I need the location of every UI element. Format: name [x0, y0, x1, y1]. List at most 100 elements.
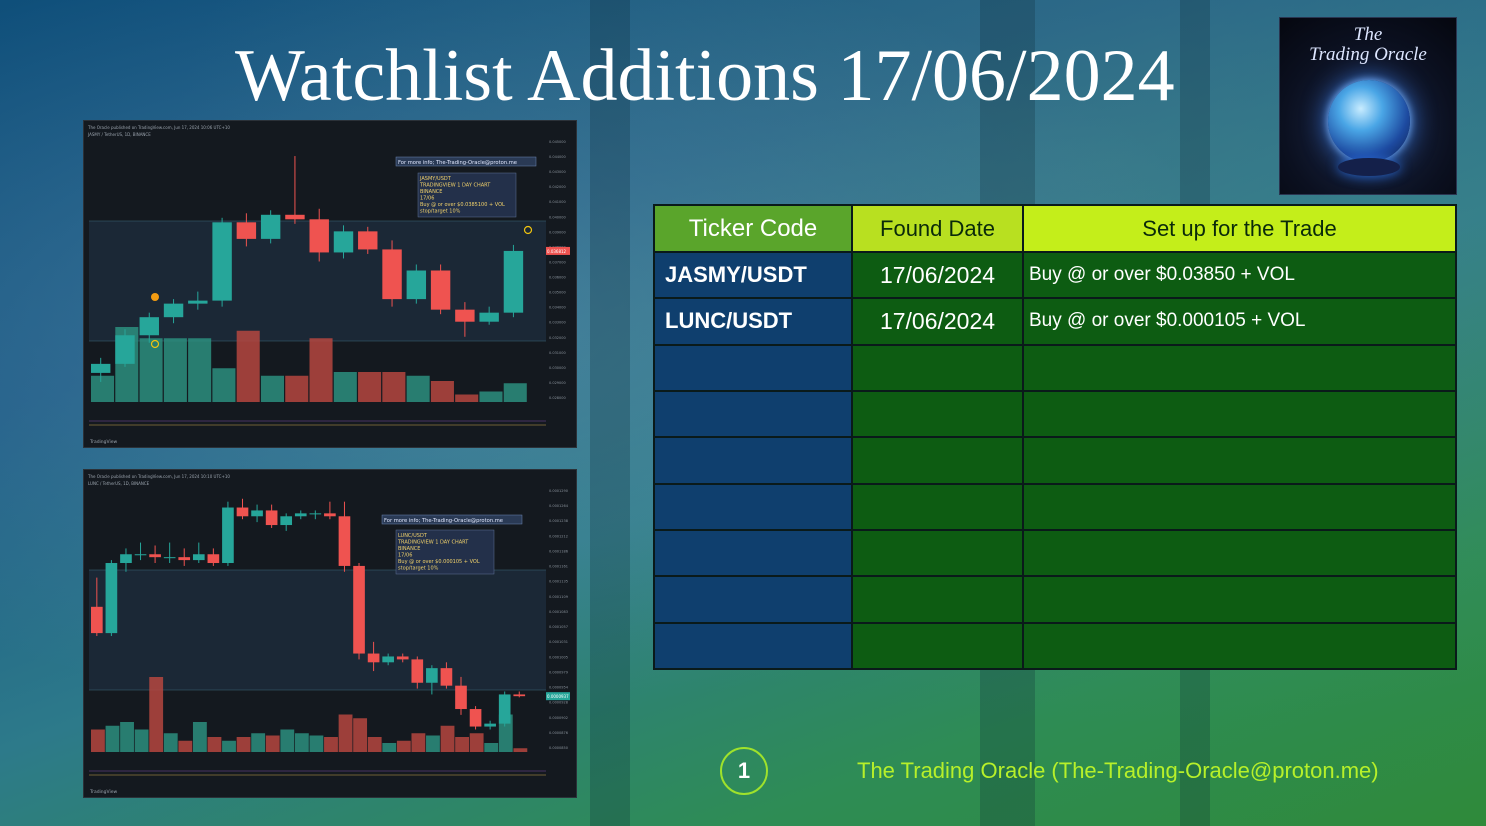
candle-body	[280, 516, 293, 526]
volume-bar	[188, 338, 212, 402]
candle-body	[236, 507, 249, 517]
volume-bar	[358, 372, 382, 402]
trade-note-line: LUNC/USDT	[398, 533, 428, 539]
setup-cell	[1022, 528, 1457, 578]
lunc-chart-screenshot: The Oracle published on TradingView.com,…	[83, 469, 577, 798]
table-row	[653, 528, 1457, 578]
price-tick-label: 0.0001005	[549, 655, 568, 659]
ticker-cell	[653, 482, 853, 531]
volume-bar	[134, 729, 149, 752]
volume-bar	[91, 729, 105, 752]
trade-note-line: BINANCE	[420, 189, 442, 195]
table-row	[653, 343, 1457, 392]
logo-text-line-1: The	[1353, 24, 1383, 45]
candle-body	[479, 312, 499, 322]
price-tick-label: 0.031000	[549, 351, 566, 355]
found-date-cell: 17/06/2024	[851, 297, 1024, 346]
trade-note-box	[417, 172, 517, 218]
volume-bar	[367, 737, 382, 752]
volume-bar	[163, 338, 187, 402]
chart-header: The Oracle published on TradingView.com,…	[87, 125, 230, 130]
found-date-cell	[851, 482, 1024, 531]
candle-body	[139, 317, 159, 336]
price-tick-label: 0.0001135	[549, 580, 568, 584]
setup-cell	[1022, 436, 1457, 485]
volume-bar	[324, 737, 338, 752]
price-tick-label: 0.0000928	[549, 701, 568, 705]
price-axis	[546, 470, 576, 797]
price-tick-label: 0.0000876	[549, 731, 568, 735]
table-row	[653, 575, 1457, 624]
volume-bar	[455, 737, 470, 752]
ticker-cell	[653, 343, 853, 392]
volume-bar	[251, 733, 266, 752]
crystal-ball-stand-icon	[1338, 158, 1400, 176]
volume-bar	[91, 375, 115, 402]
price-tick-label: 0.028000	[549, 396, 566, 400]
info-banner-text: For more info; The-Trading-Oracle@proton…	[398, 160, 517, 166]
volume-bar	[440, 725, 455, 752]
candle-body	[426, 668, 438, 683]
price-tag	[546, 692, 570, 701]
trade-note-line: Buy @ or over $0.000105 + VOL	[398, 559, 480, 565]
table-row	[653, 621, 1457, 671]
table-row	[653, 389, 1457, 439]
price-tag-label: 0.036812	[547, 249, 567, 254]
setup-cell	[1022, 389, 1457, 439]
volume-bar	[309, 338, 333, 402]
setup-cell	[1022, 621, 1457, 671]
candle-body	[309, 513, 322, 515]
volume-bar	[353, 718, 368, 752]
jasmy-chart-screenshot: The Oracle published on TradingView.com,…	[83, 120, 577, 448]
ticker-cell	[653, 436, 853, 485]
candle-body	[260, 214, 281, 239]
table-row	[653, 482, 1457, 531]
volume-bar	[406, 375, 430, 402]
tradingview-watermark: TradingView	[89, 789, 118, 795]
volume-bar	[236, 737, 251, 752]
price-tick-label: 0.0000979	[549, 670, 568, 674]
info-banner	[381, 514, 523, 525]
price-tick-label: 0.041000	[549, 200, 566, 204]
volume-bar	[484, 743, 499, 752]
price-tick-label: 0.0001031	[549, 640, 568, 644]
candle-body	[455, 685, 467, 710]
price-tick-label: 0.0001186	[549, 549, 568, 553]
slide-title: Watchlist Additions 17/06/2024	[235, 35, 1175, 117]
candle-body	[134, 554, 147, 556]
volume-bar	[294, 733, 309, 752]
setup-cell: Buy @ or over $0.000105 + VOL	[1022, 297, 1457, 346]
tradingview-watermark: TradingView	[89, 439, 118, 445]
table-row: LUNC/USDT 17/06/2024 Buy @ or over $0.0001…	[653, 297, 1457, 346]
gear-marker-icon	[523, 225, 533, 235]
logo-text-line-2: Trading Oracle	[1309, 44, 1427, 65]
volume-bar	[207, 737, 222, 752]
page-number-badge: 1	[720, 747, 768, 795]
candle-body	[178, 557, 191, 561]
price-tick-label: 0.035000	[549, 291, 566, 295]
candle-body	[91, 363, 111, 373]
volume-bar	[479, 391, 503, 402]
price-tick-label: 0.0001057	[549, 625, 568, 629]
volume-bar	[192, 722, 207, 752]
trade-note-line: 17/06	[420, 196, 434, 202]
candle-body	[498, 694, 511, 724]
candle-body	[382, 656, 394, 663]
found-date-cell: 17/06/2024	[851, 250, 1024, 300]
chart-symbol: LUNC / TetherUS, 1D, BINANCE	[88, 481, 150, 486]
trade-note-line: stop/target 10%	[420, 209, 461, 215]
volume-bar	[178, 740, 193, 752]
volume-bar	[469, 733, 484, 752]
trade-note-line: stop/target 10%	[398, 566, 439, 572]
found-date-cell	[851, 621, 1024, 671]
price-tick-label: 0.045000	[549, 140, 566, 144]
candle-body	[251, 510, 263, 517]
candle-body	[333, 231, 354, 253]
volume-bar	[280, 729, 295, 752]
volume-bar	[396, 740, 411, 752]
table-header-row: Ticker Code Found Date Set up for the Tr…	[653, 204, 1457, 253]
info-banner-text: For more info; The-Trading-Oracle@proton…	[384, 518, 503, 524]
volume-bar	[285, 375, 309, 402]
ticker-cell	[653, 621, 853, 671]
volume-bar	[426, 735, 440, 752]
